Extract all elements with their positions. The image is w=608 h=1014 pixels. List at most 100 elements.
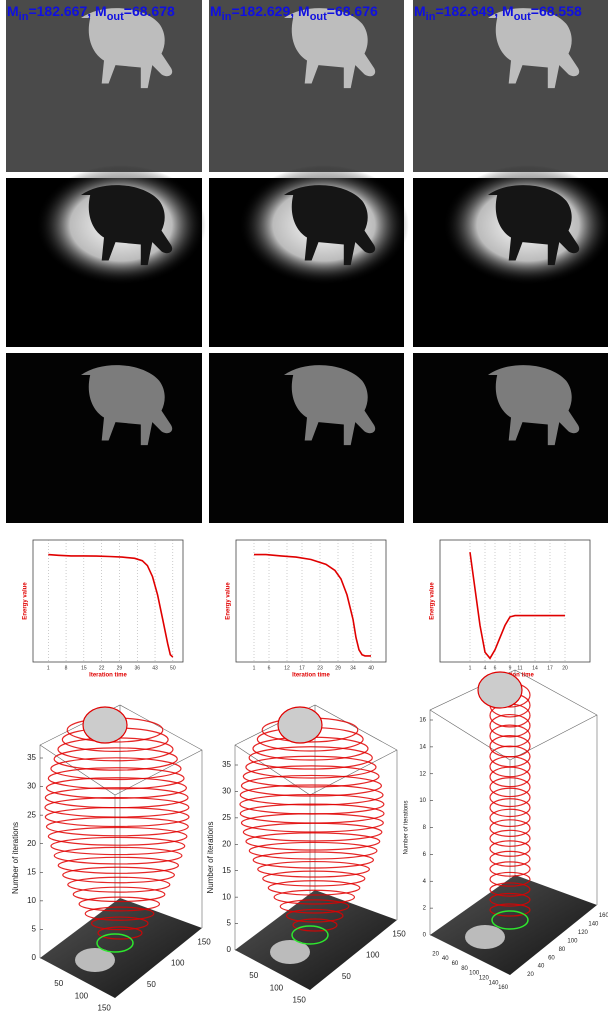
y-axis-label: Energy value	[226, 582, 232, 620]
z-tick-label: 15	[27, 867, 36, 876]
base-tick-b: 120	[578, 930, 589, 936]
z-tick-label: 20	[222, 839, 231, 848]
z-axis-label: Number of iterations	[206, 821, 215, 893]
x-tick-label: 29	[335, 665, 341, 671]
z-tick-label: 25	[27, 810, 36, 819]
y-axis-label: Energy value	[430, 582, 436, 620]
base-tick-a: 100	[270, 983, 284, 992]
label-part: =182.667, M	[28, 3, 106, 19]
z-tick-label: 10	[27, 896, 36, 905]
z-tick-label: 35	[27, 753, 36, 762]
x-axis-label: Iteration time	[89, 673, 127, 679]
x-tick-label: 4	[484, 665, 487, 671]
y-axis-label: Energy value	[23, 582, 29, 620]
x-tick-label: 1	[47, 665, 50, 671]
x-tick-label: 15	[81, 665, 87, 671]
z-tick-label: 12	[419, 771, 426, 777]
base-tick-b: 20	[527, 972, 534, 978]
x-tick-label: 22	[99, 665, 105, 671]
x-tick-label: 9	[509, 665, 512, 671]
z-tick-label: 8	[423, 825, 427, 831]
z-tick-label: 4	[423, 879, 427, 885]
top-image	[278, 707, 322, 743]
contour-curve	[490, 715, 530, 737]
x-tick-label: 36	[134, 665, 140, 671]
base-tick-a: 50	[54, 979, 63, 988]
x-tick-label: 34	[350, 665, 356, 671]
x-tick-label: 20	[562, 665, 568, 671]
x-tick-label: 17	[299, 665, 305, 671]
x-tick-label: 6	[494, 665, 497, 671]
z-tick-label: 2	[423, 906, 427, 912]
x-tick-label: 12	[284, 665, 290, 671]
base-tick-a: 50	[249, 971, 258, 980]
base-image	[235, 890, 397, 990]
plot-frame	[440, 540, 590, 662]
plot-frame	[33, 540, 183, 662]
base-image	[40, 898, 202, 998]
x-tick-label: 6	[268, 665, 271, 671]
z-tick-label: 6	[423, 852, 427, 858]
plot-frame	[236, 540, 386, 662]
base-tick-b: 50	[147, 980, 156, 989]
z-tick-label: 30	[222, 787, 231, 796]
label-part: in	[19, 11, 29, 23]
z-tick-label: 16	[419, 718, 426, 724]
z-tick-label: 0	[423, 933, 427, 939]
figure: Min=182.667, Mout=68.678Min=182.629, Mou…	[0, 0, 608, 1014]
x-tick-label: 40	[368, 665, 374, 671]
base-tick-a: 80	[461, 966, 468, 972]
contour-curve	[51, 837, 185, 854]
z-tick-label: 14	[419, 744, 426, 750]
z-axis-label: Number of iterations	[404, 800, 410, 854]
z-tick-label: 5	[227, 919, 232, 928]
base-tick-b: 100	[567, 938, 578, 944]
base-tick-b: 160	[599, 913, 608, 919]
base-tick-b: 100	[366, 951, 380, 960]
x-tick-label: 1	[253, 665, 256, 671]
label-part: =68.558	[531, 3, 582, 19]
z-tick-label: 30	[27, 782, 36, 791]
z-tick-label: 5	[32, 925, 37, 934]
contour-curve	[48, 768, 184, 789]
top-image	[83, 707, 127, 743]
x-tick-label: 8	[65, 665, 68, 671]
x-tick-label: 11	[517, 665, 522, 671]
z-tick-label: 35	[222, 760, 231, 769]
label-part: in	[222, 11, 232, 23]
contour-curve	[263, 871, 365, 886]
x-tick-label: 29	[117, 665, 123, 671]
label-part: M	[210, 3, 222, 19]
base-tick-b: 140	[588, 922, 599, 928]
base-tick-a: 160	[498, 985, 509, 991]
z-tick-label: 20	[27, 839, 36, 848]
x-tick-label: 17	[547, 665, 553, 671]
base-tick-b: 80	[559, 947, 566, 953]
z-tick-label: 10	[222, 892, 231, 901]
base-tick-b: 50	[342, 972, 351, 981]
label-part: in	[426, 11, 436, 23]
contour-curve	[68, 877, 170, 892]
base-tick-a: 150	[293, 995, 307, 1004]
label-part: out	[514, 11, 531, 23]
base-tick-b: 40	[538, 964, 545, 970]
contour-curve	[249, 842, 377, 859]
base-tick-a: 20	[432, 951, 439, 957]
label-part: out	[107, 11, 124, 23]
top-image	[478, 672, 522, 708]
label-part: M	[7, 3, 19, 19]
x-tick-label: 43	[152, 665, 158, 671]
x-tick-label: 23	[317, 665, 323, 671]
base-image	[430, 875, 597, 975]
x-tick-label: 50	[170, 665, 176, 671]
z-tick-label: 15	[222, 866, 231, 875]
z-tick-label: 25	[222, 813, 231, 822]
label-part: =182.649, M	[435, 3, 513, 19]
x-axis-label: Iteration time	[292, 673, 330, 679]
z-axis-label: Number of iterations	[11, 822, 20, 894]
contour-curve	[54, 847, 182, 864]
base-tick-b: 60	[548, 955, 555, 961]
base-pig	[465, 925, 505, 949]
base-tick-a: 60	[452, 961, 459, 967]
x-tick-label: 1	[469, 665, 472, 671]
